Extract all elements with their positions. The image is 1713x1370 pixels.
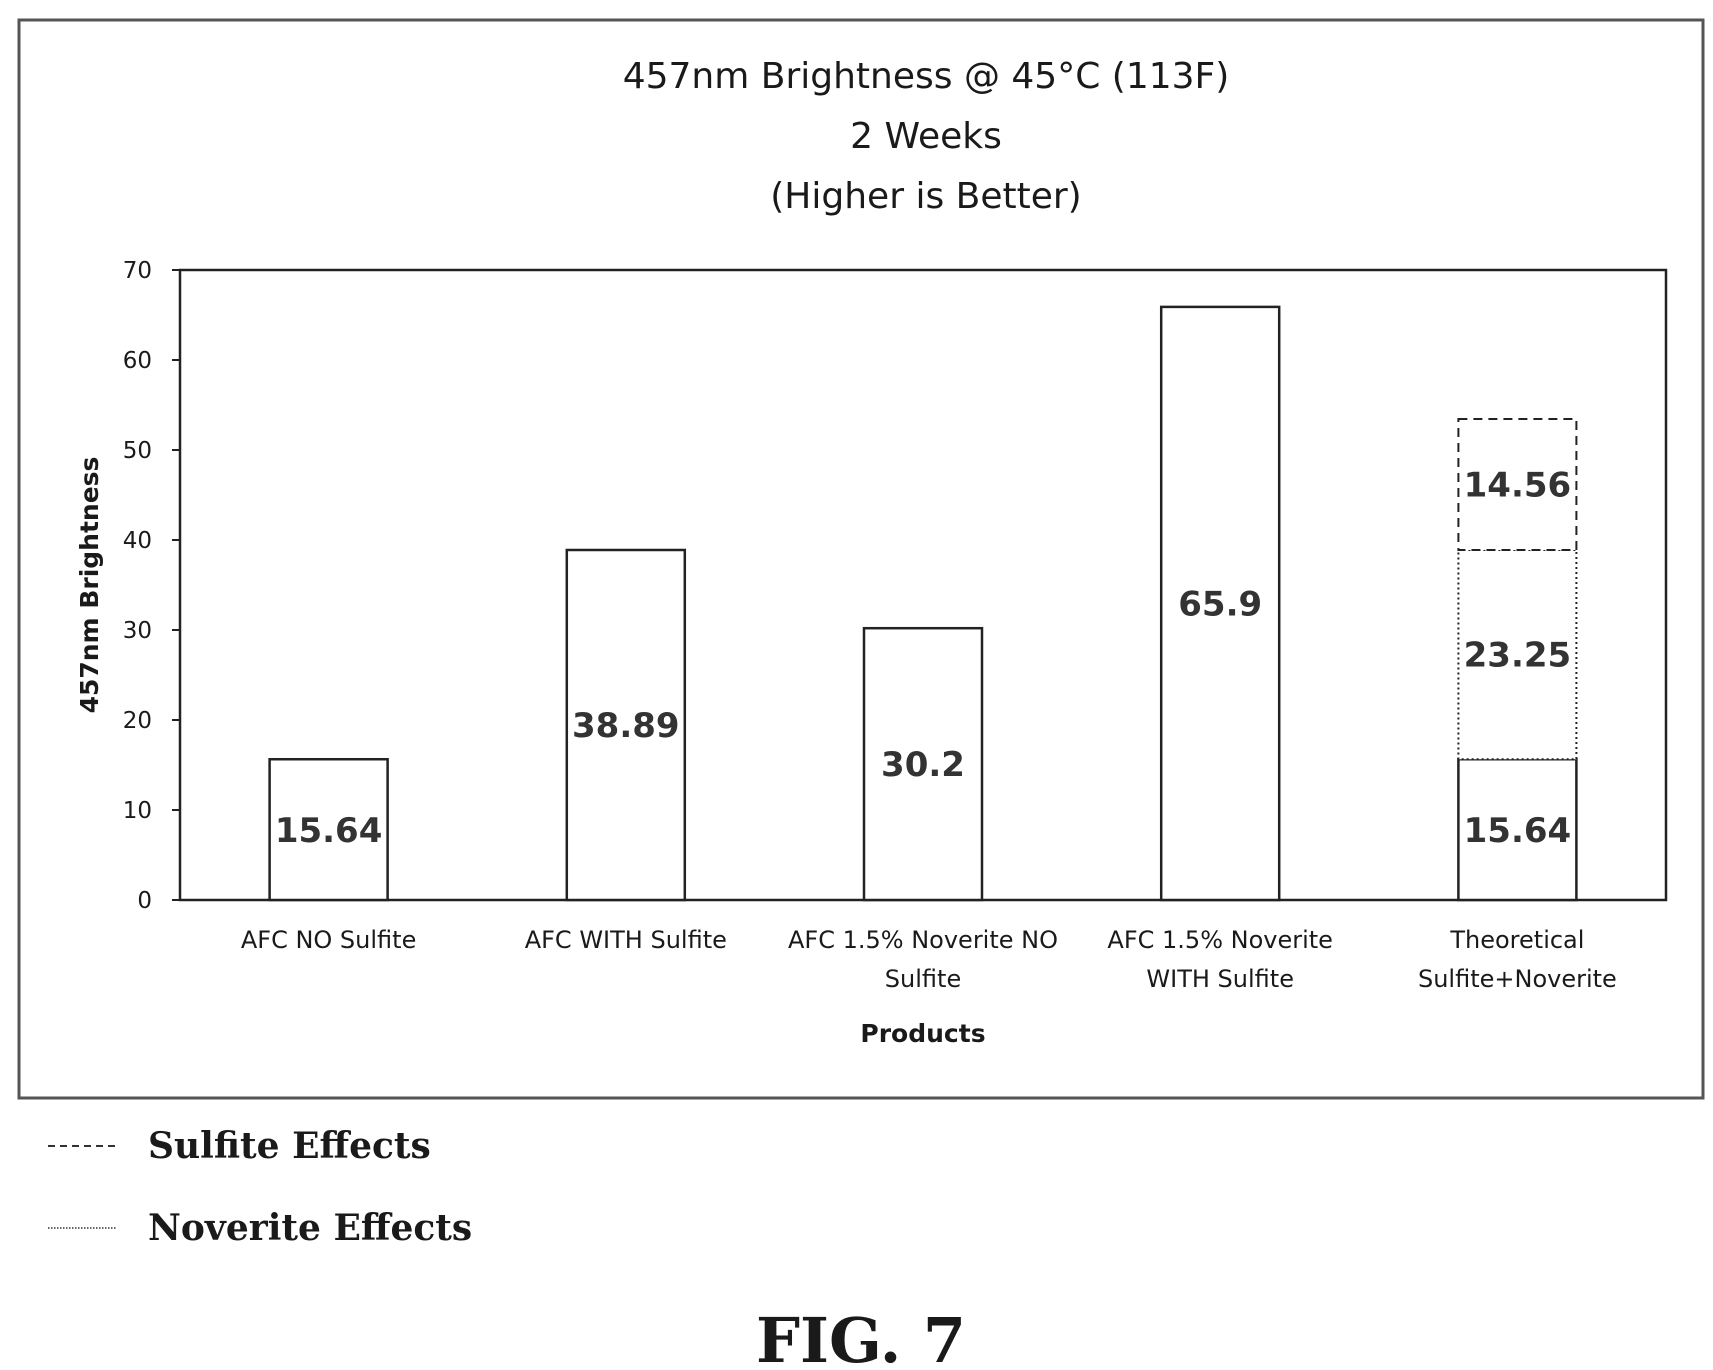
x-tick-label: AFC 1.5% Noverite NO: [788, 926, 1058, 954]
y-tick-label: 70: [123, 258, 152, 284]
legend-label: Noverite Effects: [148, 1207, 472, 1249]
y-tick-label: 40: [123, 528, 152, 554]
y-tick-label: 60: [123, 348, 152, 374]
figure-label: FIG. 7: [756, 1304, 966, 1370]
bar-value-label: 15.64: [1464, 811, 1572, 851]
x-tick-label: AFC NO Sulfite: [241, 926, 417, 954]
bar-value-label: 23.25: [1464, 636, 1572, 676]
chart-title-line: 457nm Brightness @ 45°C (113F): [623, 56, 1230, 97]
y-tick-label: 30: [123, 618, 152, 644]
y-tick-label: 10: [123, 798, 152, 824]
legend-label: Sulfite Effects: [148, 1125, 431, 1167]
x-tick-label: AFC 1.5% Noverite: [1107, 926, 1333, 954]
x-tick-label: Sulfite+Noverite: [1418, 965, 1617, 993]
x-tick-label: Sulfite: [885, 965, 961, 993]
x-axis-label: Products: [860, 1019, 985, 1048]
legend: Sulfite Effects Noverite Effects: [48, 1125, 472, 1249]
x-tick-label: AFC WITH Sulfite: [525, 926, 727, 954]
bar-value-label: 15.64: [275, 811, 383, 851]
bar-value-label: 14.56: [1464, 465, 1572, 505]
y-tick-label: 50: [123, 438, 152, 464]
y-axis-label: 457nm Brightness: [75, 457, 104, 714]
bar-value-label: 30.2: [881, 745, 965, 785]
bar-value-label: 38.89: [572, 706, 680, 746]
x-tick-label: WITH Sulfite: [1146, 965, 1294, 993]
x-tick-label: Theoretical: [1449, 926, 1584, 954]
chart-title-line: 2 Weeks: [850, 116, 1002, 157]
y-tick-label: 0: [137, 888, 152, 914]
y-tick-label: 20: [123, 708, 152, 734]
chart-title-line: (Higher is Better): [770, 176, 1081, 217]
bar-value-label: 65.9: [1178, 584, 1262, 624]
